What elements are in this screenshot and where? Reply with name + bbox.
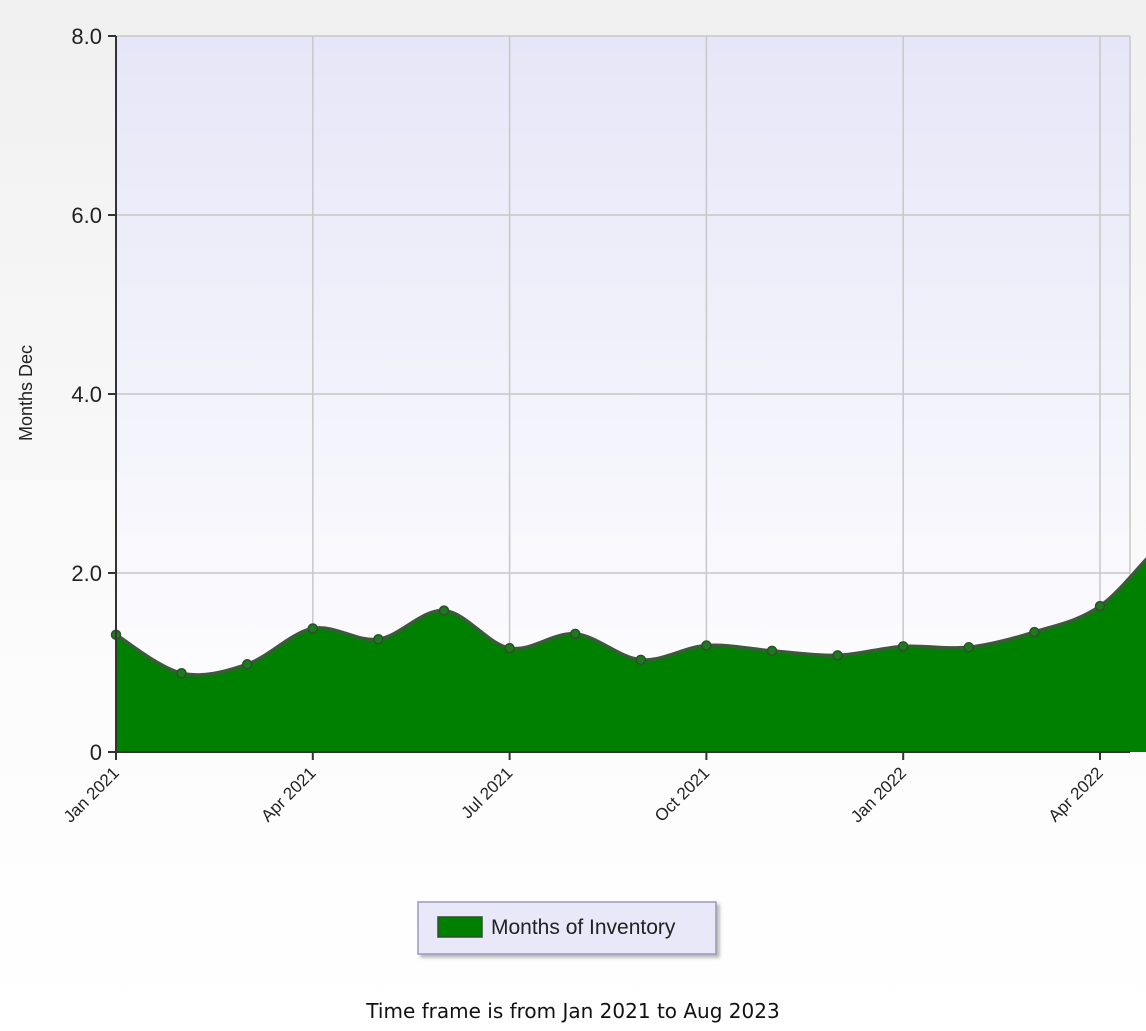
data-point — [241, 659, 253, 670]
data-point — [832, 650, 843, 661]
series-area — [115, 557, 1146, 752]
y-tick-label: 0 — [90, 740, 102, 765]
data-point — [1029, 626, 1040, 638]
x-tick-label: Oct 2021 — [651, 763, 713, 825]
footer-note: Time frame is from Jan 2021 to Aug 2023 — [366, 999, 780, 1023]
data-points — [110, 600, 1106, 679]
data-point — [373, 633, 384, 645]
data-point — [504, 642, 515, 654]
data-point — [963, 642, 975, 653]
x-tick-label: Apr 2022 — [1045, 763, 1107, 825]
data-point — [766, 645, 778, 657]
data-point — [897, 641, 909, 652]
data-point — [307, 623, 319, 634]
x-tick-label: Apr 2021 — [257, 763, 319, 825]
data-point — [1094, 600, 1106, 612]
data-point — [701, 640, 712, 651]
x-tick-label: Jan 2022 — [847, 763, 910, 826]
y-tick-label: 4.0 — [71, 382, 102, 407]
data-point — [569, 628, 581, 640]
y-axis-title: Months Dec — [16, 345, 36, 441]
y-tick-label: 6.0 — [71, 203, 102, 228]
legend-label: Months of Inventory — [491, 916, 676, 939]
legend: Months of Inventory — [417, 901, 717, 955]
data-point — [176, 667, 187, 679]
area-chart: 0 2.0 4.0 6.0 8.0 Jan 2021 Apr 2021 Jul 2021 Oc… — [16, 24, 1146, 955]
legend-swatch — [437, 916, 483, 938]
data-point — [635, 654, 647, 666]
series-line — [115, 557, 1146, 677]
y-tick-label: 2.0 — [71, 561, 102, 586]
data-point — [438, 605, 450, 616]
x-tick-label: Jul 2021 — [458, 763, 517, 822]
x-tick-label: Jan 2021 — [60, 763, 123, 826]
x-tick-labels: Jan 2021 Apr 2021 Jul 2021 Oct 2021 Jan 2022… — [60, 752, 1107, 826]
y-tick-labels: 0 2.0 4.0 6.0 8.0 — [71, 24, 116, 765]
y-tick-label: 8.0 — [71, 24, 102, 49]
area-fill — [116, 559, 1146, 752]
